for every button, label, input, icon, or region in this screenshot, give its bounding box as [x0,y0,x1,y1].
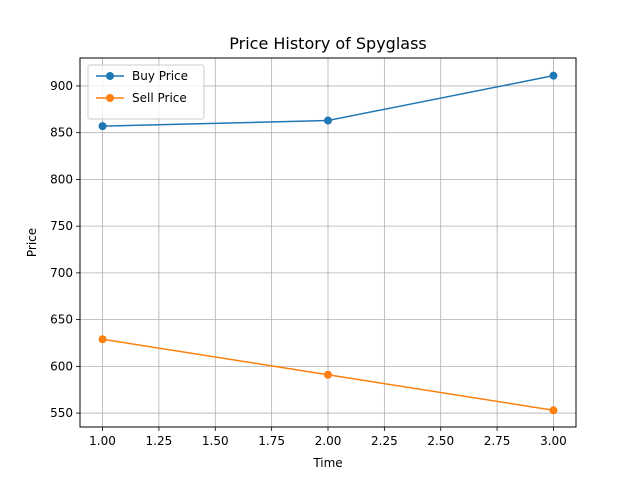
series-lines [98,71,558,415]
y-tick-label: 800 [50,172,73,186]
legend-marker [106,94,114,102]
legend: Buy Price Sell Price [87,64,205,120]
data-point [324,370,332,379]
x-tick-label: 2.00 [315,434,342,448]
y-tick-label: 700 [50,266,73,280]
x-tick-label: 1.50 [202,434,229,448]
legend-marker [106,72,114,80]
grid [80,58,576,427]
y-tick-label: 600 [50,359,73,373]
x-tick-label: 3.00 [540,434,567,448]
y-axis-ticks: 550 600 650 700 750 800 850 900 [50,79,80,420]
y-tick-label: 550 [50,406,73,420]
x-axis-label: Time [312,456,342,470]
x-tick-label: 1.75 [258,434,285,448]
chart-title: Price History of Spyglass [229,34,427,53]
data-point [549,406,558,415]
legend-label: Sell Price [132,91,187,105]
x-tick-label: 2.50 [427,434,454,448]
data-point [549,71,558,80]
y-axis-label: Price [25,228,39,257]
legend-label: Buy Price [132,69,188,83]
x-axis-ticks: 1.00 1.25 1.50 1.75 2.00 2.25 2.50 2.75 3.00 [89,427,567,448]
data-point [324,116,332,125]
x-tick-label: 1.25 [146,434,173,448]
x-tick-label: 2.25 [371,434,398,448]
data-point [98,122,107,131]
data-point [98,335,107,344]
legend-box [87,64,205,120]
y-tick-label: 850 [50,126,73,140]
x-tick-label: 2.75 [484,434,511,448]
y-tick-label: 750 [50,219,73,233]
y-tick-label: 900 [50,79,73,93]
y-tick-label: 650 [50,313,73,327]
x-tick-label: 1.00 [89,434,116,448]
